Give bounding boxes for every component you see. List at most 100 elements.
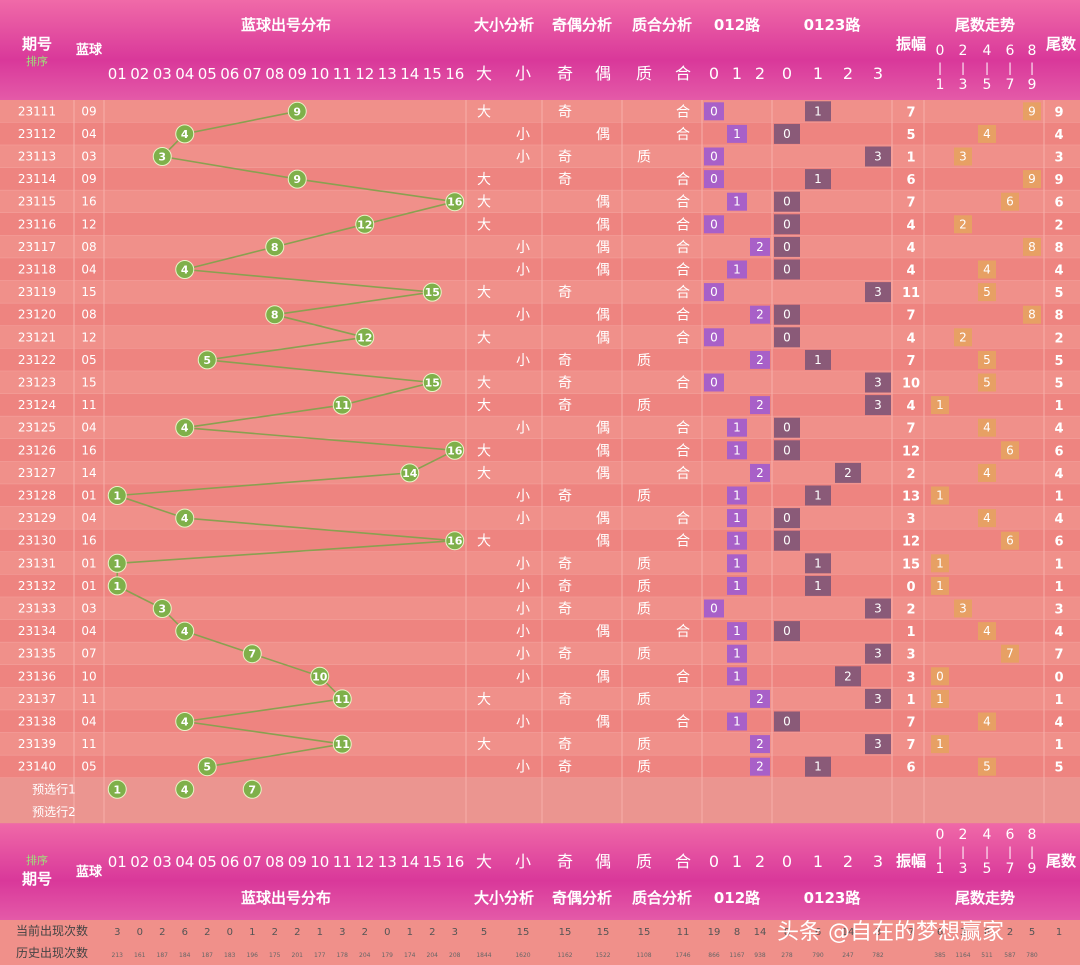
tail-cell: [978, 350, 996, 369]
row-bg: [0, 619, 1080, 643]
number-header: 16: [445, 65, 464, 83]
blue-ball-label: 3: [158, 603, 166, 616]
r012-cell: [727, 486, 747, 505]
r012-value: 1: [733, 511, 741, 525]
current-count: 14: [754, 927, 767, 938]
tail-group-sep: |: [1008, 845, 1012, 859]
r0123-value: 0: [783, 511, 791, 525]
prime-mark: 质: [637, 489, 651, 505]
current-count: 8: [784, 927, 790, 938]
sort-link-bottom[interactable]: 排序: [26, 854, 48, 867]
forecast-ball: [107, 779, 127, 799]
amp-value: 7: [906, 422, 915, 437]
blue-value: 08: [81, 308, 96, 322]
tail-group-bottom: 5: [983, 77, 992, 93]
tail-group-top: 8: [1028, 827, 1037, 843]
blue-ball-label: 4: [181, 422, 189, 435]
r012-cell: [727, 509, 747, 528]
blue-value: 09: [81, 172, 96, 186]
r012-value: 1: [733, 263, 741, 277]
blue-ball-label: 12: [357, 218, 372, 231]
blue-ball-label: 8: [271, 241, 279, 254]
r0123-cell: [805, 553, 831, 574]
period-cell: 23127: [18, 466, 56, 480]
tail-trend-value: 5: [983, 285, 991, 299]
size-small: 小: [516, 489, 530, 505]
history-count: 179: [382, 952, 394, 959]
r0123-value: 2: [844, 466, 852, 480]
blue-ball: [107, 486, 127, 505]
r012-sub-header: 1: [732, 64, 742, 83]
r012-sub-header: 0: [709, 852, 719, 871]
current-count: 3: [960, 927, 966, 938]
sort-link[interactable]: 排序: [26, 55, 48, 68]
period-cell: 23114: [18, 172, 56, 186]
r012-cell: [727, 554, 747, 573]
r012-value: 1: [733, 715, 741, 729]
parity-even: 偶: [596, 715, 610, 731]
parity-header: 奇偶分析: [551, 16, 612, 34]
tail-group-bottom: 3: [959, 861, 968, 877]
tail-value: 8: [1054, 241, 1063, 256]
tail-trend-value: 3: [959, 150, 967, 164]
amp-value: 13: [902, 490, 920, 505]
r0123-value: 1: [814, 579, 822, 593]
r0123-cell: [774, 711, 800, 732]
tail-group-top: 0: [936, 43, 945, 59]
r012-sub-header: 1: [732, 852, 742, 871]
blue-value: 11: [81, 398, 96, 412]
current-count: 6: [182, 927, 188, 938]
tail-cell: [1001, 531, 1019, 550]
current-count: 2: [294, 927, 300, 938]
r0123-value: 1: [814, 489, 822, 503]
tail-trend-value: 1: [936, 489, 944, 503]
parity-even: 偶: [596, 421, 610, 437]
r0123-value: 1: [814, 353, 822, 367]
tail-cell: [931, 735, 949, 754]
big-header: 大: [476, 64, 492, 83]
size-big: 大: [477, 692, 491, 708]
history-count: 183: [224, 952, 236, 959]
tail-value: 1: [1054, 738, 1063, 753]
tail-value: 4: [1054, 264, 1063, 279]
history-count: 278: [781, 952, 793, 959]
r012-value: 0: [710, 150, 718, 164]
size-small: 小: [516, 760, 530, 776]
r0123-cell: [835, 666, 861, 687]
parity-even: 偶: [596, 308, 610, 324]
r012-value: 1: [733, 579, 741, 593]
history-count: 174: [404, 952, 416, 959]
composite-mark: 合: [676, 624, 690, 640]
amp-value: 3: [906, 512, 915, 527]
composite-mark: 合: [676, 511, 690, 527]
r0123-value: 3: [874, 692, 882, 706]
number-header: 06: [220, 853, 239, 871]
current-count: 0: [137, 927, 143, 938]
period-cell: 23124: [18, 398, 56, 412]
blue-value: 03: [81, 150, 96, 164]
r0123-cell: [805, 485, 831, 506]
r0123-value: 1: [814, 104, 822, 118]
parity-odd: 奇: [558, 149, 572, 166]
tail-group-sep: |: [1008, 61, 1012, 75]
parity-odd: 奇: [558, 352, 572, 369]
number-header: 10: [310, 65, 329, 83]
row-bg: [0, 235, 1080, 259]
number-header: 13: [378, 853, 397, 871]
blue-ball: [310, 666, 330, 686]
row-bg: [0, 258, 1080, 281]
r012-value: 1: [733, 624, 741, 638]
tail-group-sep: |: [1030, 845, 1034, 859]
r0123-sub-header: 2: [843, 64, 853, 83]
r0123-cell: [774, 191, 800, 212]
small-header: 小: [515, 64, 531, 83]
row-bg: [0, 574, 1080, 598]
tail-cell: [978, 622, 996, 641]
row-bg: [0, 145, 1080, 168]
r012-value: 1: [733, 195, 741, 209]
tail-group-top: 6: [1006, 43, 1015, 59]
parity-odd: 奇: [558, 736, 572, 753]
r012-value: 0: [710, 104, 718, 118]
parity-even: 偶: [596, 511, 610, 527]
r012-cell: [727, 260, 747, 279]
